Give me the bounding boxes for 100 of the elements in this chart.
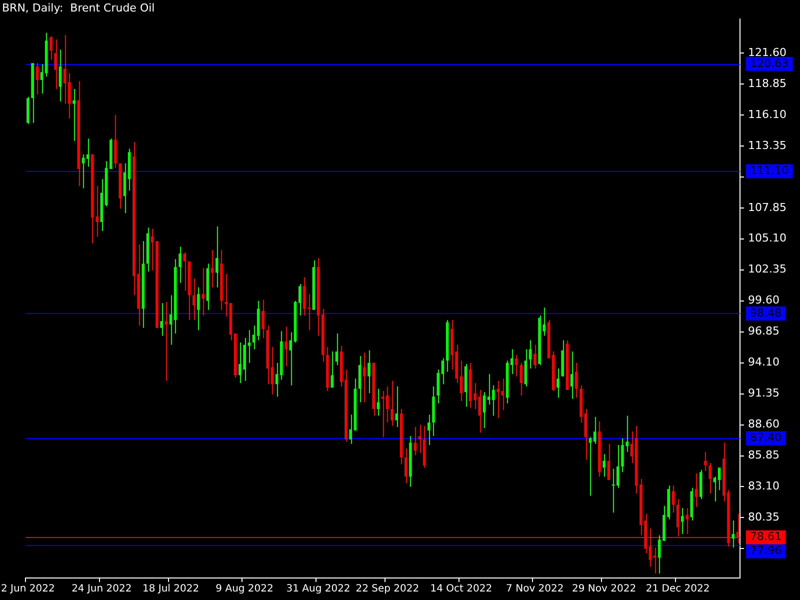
candlestick xyxy=(570,351,574,400)
candlestick xyxy=(630,431,634,464)
candlestick xyxy=(248,330,251,364)
candlestick xyxy=(224,273,228,318)
candlestick xyxy=(262,299,264,339)
candlestick xyxy=(524,348,528,387)
candlestick xyxy=(713,476,716,502)
candlestick xyxy=(164,301,168,382)
candlestick xyxy=(202,268,204,316)
x-tick-label: 7 Nov 2022 xyxy=(506,584,564,595)
candlestick xyxy=(178,246,182,284)
x-tick-label: 29 Nov 2022 xyxy=(572,584,636,595)
candlestick xyxy=(492,384,495,416)
candlestick xyxy=(718,467,721,491)
x-tick-label: 9 Aug 2022 xyxy=(216,584,274,595)
candlestick xyxy=(436,369,440,404)
candlestick xyxy=(428,414,430,446)
candlestick xyxy=(36,62,39,96)
ref-line-label: 77.96 xyxy=(750,544,782,558)
candlestick xyxy=(284,326,288,367)
candlestick xyxy=(72,88,76,142)
y-tick-label: 107.85 xyxy=(748,200,786,214)
candlestick xyxy=(487,374,490,405)
candlestick xyxy=(192,278,196,321)
candlestick xyxy=(86,138,90,168)
y-tick-label: 91.35 xyxy=(748,386,780,400)
candlestick xyxy=(574,362,578,398)
candlestick xyxy=(252,325,256,350)
candlestick xyxy=(496,380,500,419)
candlestick xyxy=(210,250,214,288)
y-tick-label: 113.35 xyxy=(748,138,786,152)
candlestick xyxy=(501,378,504,411)
y-tick-label: 80.35 xyxy=(748,510,780,524)
x-tick-label: 21 Dec 2022 xyxy=(646,584,710,595)
candlestick xyxy=(534,344,536,369)
candlestick xyxy=(289,332,292,386)
candlestick xyxy=(404,448,408,484)
candlestick xyxy=(441,358,444,385)
ref-line-label: 98.48 xyxy=(750,306,782,320)
candlestick xyxy=(63,34,66,104)
candlestick xyxy=(68,72,71,119)
candlestick xyxy=(482,392,486,429)
candlestick xyxy=(50,36,52,60)
candlestick xyxy=(414,426,416,456)
candlestick xyxy=(358,356,362,403)
candlestick xyxy=(607,443,610,480)
x-tick-label: 22 Sep 2022 xyxy=(356,584,420,595)
x-tick-label: 31 Aug 2022 xyxy=(286,584,350,595)
y-tick-label: 94.10 xyxy=(748,356,780,369)
y-tick-label: 88.60 xyxy=(748,418,780,431)
candlestick xyxy=(54,38,57,90)
candlestick xyxy=(694,472,698,508)
x-tick-label: 14 Oct 2022 xyxy=(430,584,492,595)
ref-line-label: 120.63 xyxy=(750,56,788,70)
y-tick-label: 102.35 xyxy=(748,262,786,276)
candlestick xyxy=(732,520,734,548)
candlestick xyxy=(686,508,688,535)
candlestick xyxy=(123,162,126,214)
candlestick xyxy=(150,228,154,271)
ref-line-label: 78.61 xyxy=(750,530,782,544)
y-tick-label: 85.85 xyxy=(748,448,780,462)
candlestick xyxy=(40,64,44,94)
candlestick xyxy=(395,386,398,428)
candlestick xyxy=(381,390,384,438)
y-tick-label: 83.10 xyxy=(748,480,780,493)
x-tick-label: 2 Jun 2022 xyxy=(1,584,55,595)
candlestick xyxy=(556,368,560,398)
candlestick xyxy=(386,386,389,424)
candlestick xyxy=(215,226,218,288)
chart-title: BRN, Daily: Brent Crude Oil xyxy=(2,1,155,14)
candlestick xyxy=(58,49,62,102)
candlestick xyxy=(704,451,707,472)
candlestick xyxy=(376,388,380,416)
candlestick xyxy=(681,508,684,535)
candlestick xyxy=(160,302,163,336)
candlestick xyxy=(349,414,352,444)
candlestick xyxy=(588,436,592,496)
y-tick-label: 118.85 xyxy=(748,76,786,90)
candlestick xyxy=(418,424,422,454)
y-tick-label: 121.60 xyxy=(748,46,786,59)
candlestick xyxy=(298,283,302,316)
candlestick xyxy=(197,286,200,331)
candlestick xyxy=(602,454,606,478)
x-tick-label: 24 Jun 2022 xyxy=(72,584,132,595)
candlestick xyxy=(672,485,675,514)
candlestick xyxy=(368,350,370,394)
candlestick xyxy=(616,444,620,488)
ref-line-label: 111.10 xyxy=(750,164,788,178)
ref-line-label: 87.40 xyxy=(750,431,782,444)
y-tick-label: 99.60 xyxy=(748,294,780,307)
candlestick xyxy=(708,462,712,494)
candlestick xyxy=(114,114,117,168)
candlestick xyxy=(520,362,522,396)
y-tick-label: 96.85 xyxy=(748,324,780,338)
x-tick-label: 18 Jul 2022 xyxy=(142,584,200,595)
candlestick xyxy=(183,252,186,292)
y-tick-label: 116.10 xyxy=(748,108,786,121)
y-tick-label: 105.10 xyxy=(748,232,786,245)
candlestick xyxy=(658,534,661,574)
candlestick xyxy=(330,351,334,388)
